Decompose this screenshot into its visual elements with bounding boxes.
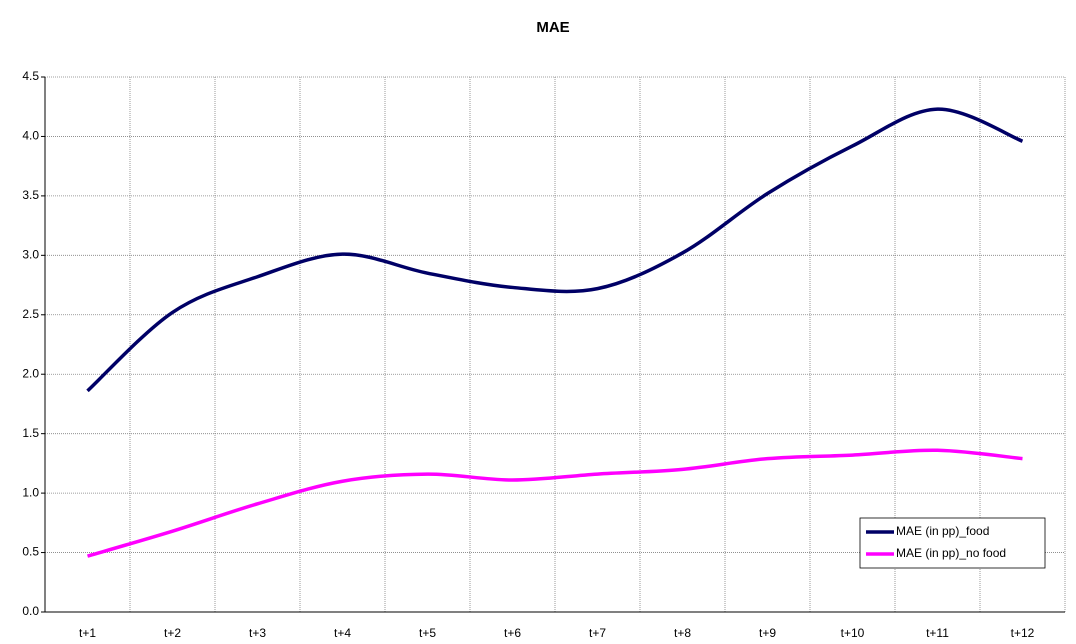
y-tick-label: 3.0 bbox=[22, 248, 39, 262]
x-tick-label: t+11 bbox=[926, 626, 949, 640]
legend-box bbox=[859, 517, 1046, 569]
y-tick-label: 4.0 bbox=[22, 129, 39, 143]
y-tick-label: 1.5 bbox=[22, 426, 39, 440]
legend-label: MAE (in pp)_no food bbox=[896, 546, 1006, 560]
x-tick-label: t+12 bbox=[1011, 626, 1035, 640]
x-tick-label: t+2 bbox=[164, 626, 181, 640]
x-tick-label: t+6 bbox=[504, 626, 521, 640]
y-tick-label: 2.0 bbox=[22, 366, 39, 380]
x-tick-label: t+3 bbox=[249, 626, 266, 640]
y-tick-label: 0.0 bbox=[22, 604, 39, 618]
x-tick-label: t+9 bbox=[759, 626, 776, 640]
x-tick-label: t+1 bbox=[79, 626, 96, 640]
y-tick-label: 0.5 bbox=[22, 545, 39, 559]
legend-label: MAE (in pp)_food bbox=[896, 524, 989, 538]
x-tick-label: t+4 bbox=[334, 626, 351, 640]
x-tick-label: t+10 bbox=[841, 626, 865, 640]
y-tick-label: 4.5 bbox=[22, 69, 39, 83]
y-tick-label: 2.5 bbox=[22, 307, 39, 321]
x-tick-label: t+5 bbox=[419, 626, 436, 640]
line-series bbox=[87, 448, 1023, 558]
chart-title: MAE bbox=[536, 19, 569, 36]
y-tick-label: 3.5 bbox=[22, 188, 39, 202]
x-tick-label: t+8 bbox=[674, 626, 691, 640]
line-series bbox=[86, 107, 1024, 393]
y-tick-label: 1.0 bbox=[22, 485, 39, 499]
x-tick-label: t+7 bbox=[589, 626, 606, 640]
